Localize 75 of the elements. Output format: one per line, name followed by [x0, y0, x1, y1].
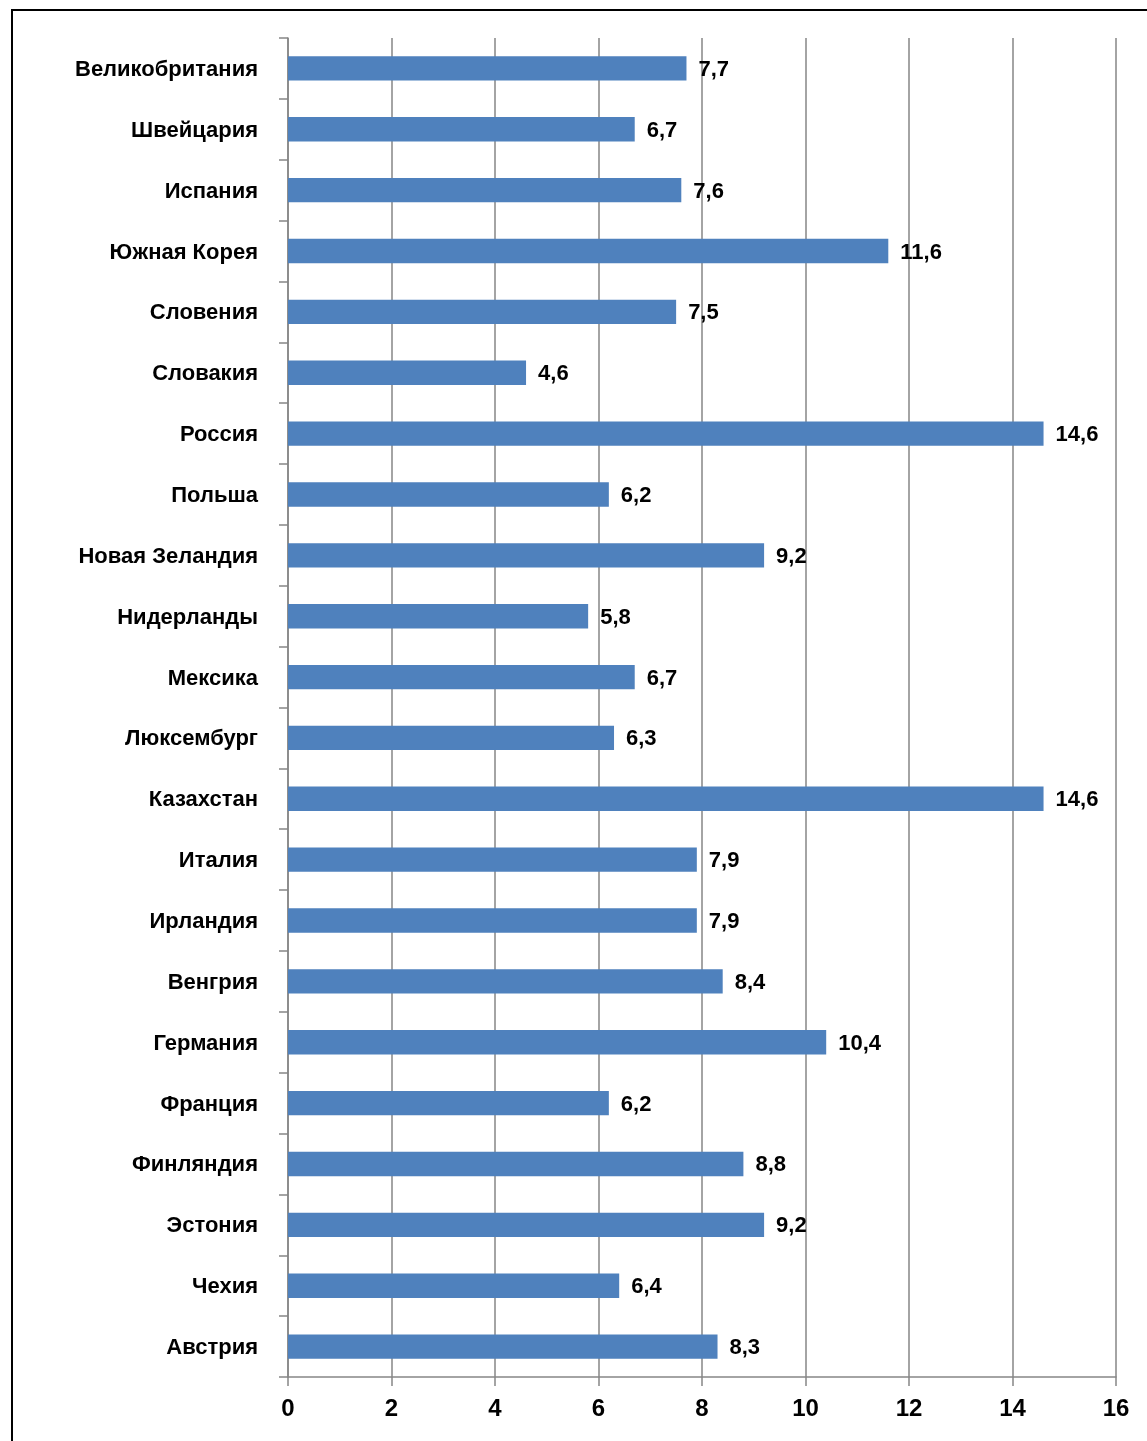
data-label: 14,6 — [1055, 421, 1099, 447]
bar — [288, 604, 589, 629]
y-tick-label: Ирландия — [149, 908, 258, 934]
data-label: 11,6 — [900, 238, 942, 264]
bar — [288, 1151, 744, 1177]
bar — [288, 1212, 765, 1238]
x-tick-label: 16 — [1102, 1393, 1130, 1421]
y-tick-label: Южная Корея — [109, 238, 258, 264]
x-tick-label: 4 — [488, 1393, 503, 1421]
y-tick-label: Франция — [160, 1090, 258, 1116]
bar — [288, 908, 697, 933]
y-tick-label: Нидерланды — [117, 603, 258, 629]
data-label: 6,3 — [626, 725, 657, 751]
y-tick-label: Германия — [153, 1029, 258, 1055]
bar — [288, 1334, 718, 1359]
y-tick-label: Люксембург — [125, 725, 258, 751]
bar — [288, 1273, 620, 1298]
x-tick-label: 6 — [591, 1393, 606, 1421]
bar — [288, 299, 677, 325]
data-label: 4,6 — [538, 360, 569, 386]
bar — [288, 421, 1044, 446]
bar — [288, 847, 697, 872]
data-label: 14,6 — [1055, 786, 1099, 812]
bar — [288, 1030, 827, 1055]
data-label: 6,4 — [631, 1273, 663, 1299]
x-tick-label: 0 — [281, 1393, 295, 1421]
y-tick-label: Великобритания — [75, 55, 258, 81]
bar — [288, 177, 682, 203]
data-label: 9,2 — [776, 1212, 807, 1238]
y-tick-label: Финляндия — [131, 1151, 258, 1177]
y-tick-label: Австрия — [166, 1334, 258, 1360]
x-tick-label: 12 — [895, 1393, 923, 1421]
y-tick-label: Швейцария — [131, 116, 258, 142]
x-tick-label: 10 — [792, 1393, 819, 1421]
y-tick-label: Чехия — [192, 1273, 258, 1299]
data-label: 10,4 — [838, 1029, 882, 1055]
data-label: 8,3 — [729, 1334, 761, 1360]
bar — [288, 786, 1044, 811]
data-label: 7,9 — [708, 908, 740, 934]
x-tick-label: 8 — [695, 1393, 709, 1421]
x-tick-label: 14 — [999, 1393, 1027, 1421]
y-tick-label: Эстония — [166, 1212, 258, 1238]
data-label: 5,8 — [600, 603, 631, 629]
data-label: 7,9 — [708, 847, 740, 873]
y-tick-label: Новая Зеландия — [78, 542, 258, 568]
y-tick-label: Словения — [149, 299, 258, 325]
bar — [288, 482, 609, 507]
bar — [288, 1090, 609, 1116]
y-tick-label: Польша — [171, 481, 259, 507]
bar — [288, 238, 889, 264]
data-label: 6,7 — [646, 664, 678, 690]
y-tick-label: Россия — [179, 421, 258, 447]
bar — [288, 117, 635, 142]
y-tick-label: Мексика — [167, 664, 259, 690]
y-tick-label: Казахстан — [148, 786, 258, 812]
data-label: 9,2 — [776, 542, 807, 568]
data-label: 8,8 — [755, 1151, 786, 1177]
data-label: 6,2 — [620, 481, 652, 507]
y-tick-label: Венгрия — [167, 968, 258, 994]
bar — [288, 969, 723, 994]
bar — [288, 543, 765, 568]
x-tick-label: 2 — [384, 1393, 399, 1421]
bar — [288, 360, 527, 385]
data-label: 6,2 — [620, 1090, 652, 1116]
bar — [288, 56, 687, 81]
bar — [288, 725, 615, 751]
data-label: 7,5 — [688, 299, 719, 325]
bar — [288, 664, 635, 690]
y-tick-label: Испания — [164, 177, 258, 203]
y-tick-label: Италия — [178, 847, 258, 873]
data-label: 8,4 — [734, 968, 767, 994]
y-tick-label: Словакия — [152, 360, 258, 386]
data-label: 6,7 — [646, 116, 678, 142]
data-label: 7,6 — [693, 177, 724, 203]
data-label: 7,7 — [698, 55, 730, 81]
